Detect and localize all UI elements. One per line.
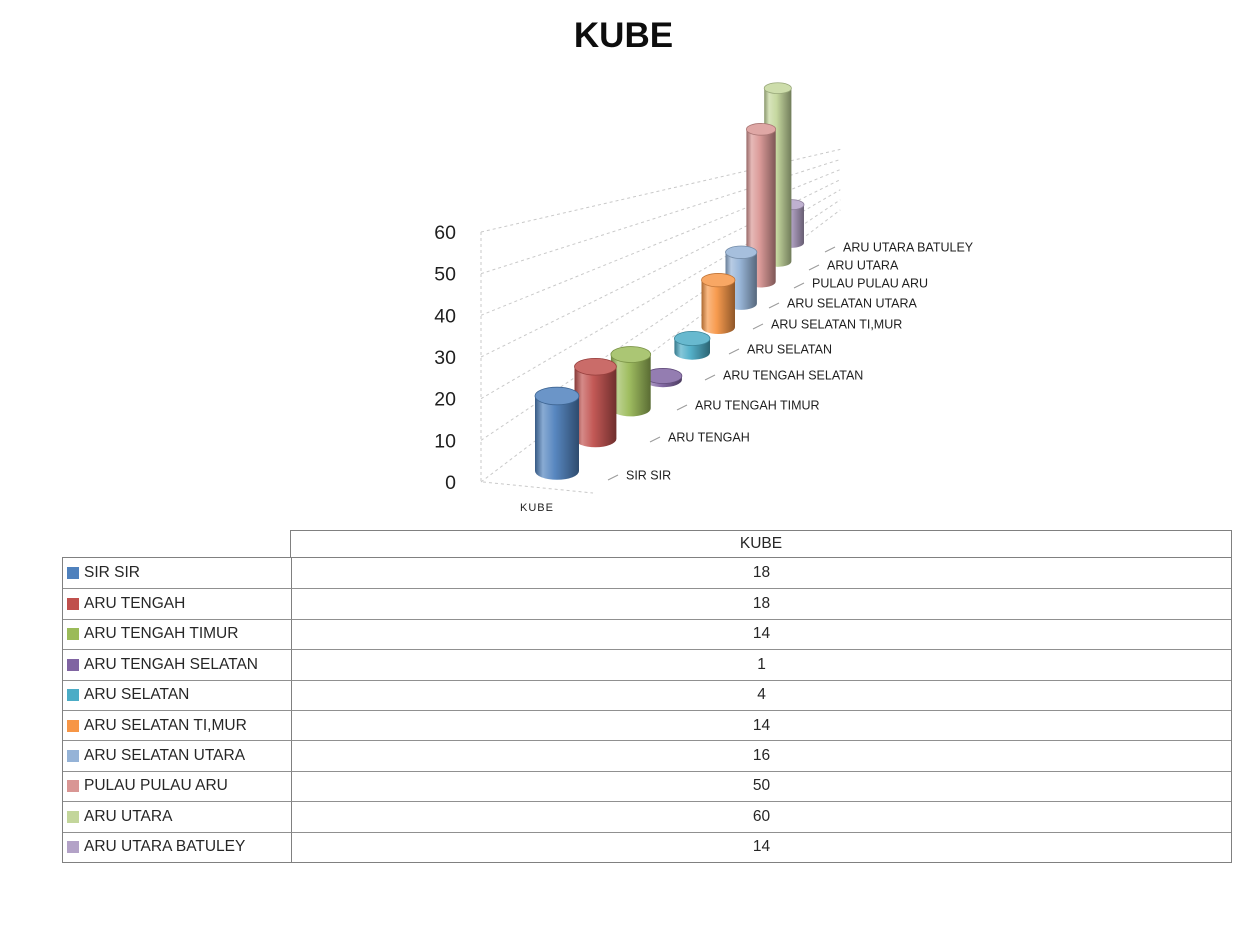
chart-title: KUBE bbox=[573, 16, 674, 55]
cylinder-bar-5 bbox=[701, 273, 736, 334]
value-cell: 18 bbox=[291, 558, 1231, 589]
cylinder-bar-1 bbox=[574, 357, 617, 448]
legend-swatch bbox=[67, 628, 79, 641]
value-cell: 60 bbox=[291, 801, 1231, 832]
table-row: PULAU PULAU ARU 50 bbox=[63, 770, 1231, 802]
chart-category-label: ARU TENGAH SELATAN bbox=[723, 369, 863, 383]
category-tick bbox=[607, 474, 619, 481]
gridline bbox=[480, 169, 841, 316]
chart-category-label: ARU TENGAH bbox=[668, 431, 750, 445]
legend-swatch bbox=[67, 810, 79, 823]
cylinder-bar-4 bbox=[674, 330, 711, 360]
category-cell: ARU TENGAH TIMUR bbox=[63, 618, 291, 649]
chart-category-label: ARU SELATAN bbox=[747, 343, 832, 357]
table-row: ARU SELATAN TI,MUR 14 bbox=[63, 709, 1231, 741]
cylinder-bar-3 bbox=[643, 368, 683, 388]
category-tick bbox=[728, 348, 740, 355]
y-tick-label: 30 bbox=[434, 347, 456, 369]
legend-swatch bbox=[67, 750, 79, 763]
cylinder-bar-7 bbox=[745, 123, 777, 288]
value-cell: 14 bbox=[291, 618, 1231, 650]
series-axis-label: KUBE bbox=[520, 502, 554, 514]
data-table: KUBE SIR SIR 18 ARU TENGAH 18 ARU TENGAH TIM… bbox=[62, 530, 1232, 863]
value-cell: 14 bbox=[291, 709, 1231, 741]
table-row: ARU TENGAH SELATAN 1 bbox=[63, 649, 1231, 680]
category-cell: PULAU PULAU ARU bbox=[63, 770, 291, 801]
category-cell: ARU SELATAN bbox=[63, 679, 291, 710]
value-cell: 50 bbox=[291, 770, 1231, 802]
chart-category-label: ARU UTARA BATULEY bbox=[843, 241, 974, 255]
value-cell: 16 bbox=[291, 740, 1231, 771]
table-row: ARU SELATAN UTARA 16 bbox=[63, 740, 1231, 771]
value-cell: 18 bbox=[291, 588, 1231, 619]
chart-category-label: SIR SIR bbox=[626, 469, 671, 483]
category-tick bbox=[808, 264, 820, 271]
category-label: PULAU PULAU ARU bbox=[84, 777, 228, 795]
y-tick-label: 60 bbox=[434, 222, 456, 244]
category-label: ARU TENGAH SELATAN bbox=[84, 655, 258, 673]
category-label: SIR SIR bbox=[84, 564, 140, 582]
chart-category-label: ARU SELATAN TI,MUR bbox=[771, 318, 902, 332]
category-cell: ARU UTARA bbox=[63, 801, 291, 831]
legend-swatch bbox=[67, 689, 79, 702]
category-label: ARU SELATAN TI,MUR bbox=[84, 716, 247, 734]
category-tick bbox=[676, 404, 688, 411]
table-header-cell: KUBE bbox=[290, 530, 1232, 557]
category-cell: ARU TENGAH bbox=[63, 588, 291, 618]
chart-category-label: ARU SELATAN UTARA bbox=[787, 297, 918, 311]
legend-swatch bbox=[67, 567, 79, 580]
table-row: ARU TENGAH TIMUR 14 bbox=[63, 618, 1231, 650]
category-cell: ARU SELATAN UTARA bbox=[63, 740, 291, 770]
category-label: ARU SELATAN UTARA bbox=[84, 747, 246, 765]
cylinder-bar-0 bbox=[534, 386, 580, 480]
table-row: ARU SELATAN 4 bbox=[63, 679, 1231, 710]
category-tick bbox=[649, 436, 661, 443]
y-tick-label: 0 bbox=[445, 472, 456, 494]
legend-swatch bbox=[67, 841, 79, 854]
legend-swatch bbox=[67, 719, 79, 732]
legend-swatch bbox=[67, 658, 79, 671]
category-tick bbox=[768, 302, 780, 309]
table-body: SIR SIR 18 ARU TENGAH 18 ARU TENGAH TIMUR 14 A… bbox=[62, 557, 1232, 863]
category-tick bbox=[752, 323, 764, 330]
category-label: ARU UTARA BATULEY bbox=[84, 838, 246, 856]
legend-swatch bbox=[67, 780, 79, 793]
category-cell: ARU SELATAN TI,MUR bbox=[63, 709, 291, 740]
table-row: ARU UTARA BATULEY 14 bbox=[63, 831, 1231, 862]
y-tick-label: 20 bbox=[434, 389, 456, 411]
table-row: ARU TENGAH 18 bbox=[63, 588, 1231, 619]
category-tick bbox=[793, 282, 805, 289]
y-tick-label: 10 bbox=[434, 430, 456, 452]
legend-swatch bbox=[67, 598, 79, 611]
value-cell: 4 bbox=[291, 679, 1231, 710]
category-label: ARU UTARA bbox=[84, 807, 173, 825]
table-row: ARU UTARA 60 bbox=[63, 801, 1231, 832]
category-tick bbox=[824, 246, 836, 253]
cylinder-bar-2 bbox=[610, 346, 652, 417]
chart-category-label: ARU UTARA bbox=[827, 259, 899, 273]
gridline bbox=[480, 179, 841, 358]
table-row: SIR SIR 18 bbox=[63, 558, 1231, 589]
category-cell: ARU UTARA BATULEY bbox=[63, 831, 291, 862]
category-cell: SIR SIR bbox=[63, 558, 291, 588]
chart-category-label: PULAU PULAU ARU bbox=[812, 277, 928, 291]
category-label: ARU SELATAN bbox=[84, 686, 190, 704]
y-tick-label: 40 bbox=[434, 305, 456, 327]
category-label: ARU TENGAH TIMUR bbox=[84, 625, 239, 643]
y-tick-label: 50 bbox=[434, 264, 456, 286]
chart-category-label: ARU TENGAH TIMUR bbox=[695, 399, 820, 413]
value-cell: 1 bbox=[291, 649, 1231, 680]
category-tick bbox=[704, 374, 716, 381]
value-cell: 14 bbox=[291, 831, 1231, 862]
category-cell: ARU TENGAH SELATAN bbox=[63, 649, 291, 679]
floor-front-edge bbox=[482, 481, 594, 494]
cylinder-3d-chart: SIR SIR ARU TENGAH ARU TENGAH TIMUR ARU TEN… bbox=[434, 82, 974, 514]
category-label: ARU TENGAH bbox=[84, 595, 186, 613]
